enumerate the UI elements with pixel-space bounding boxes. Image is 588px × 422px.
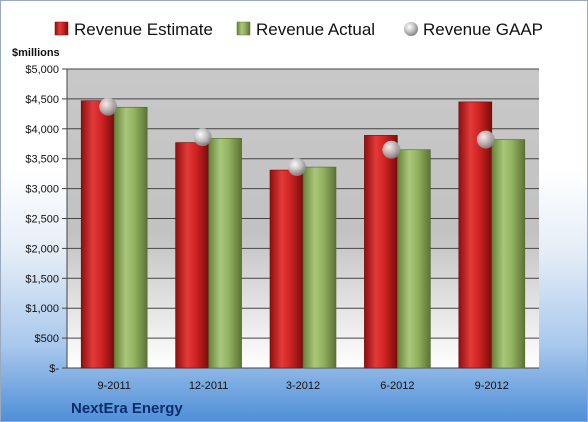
bar-revenue-estimate bbox=[269, 169, 304, 369]
legend: Revenue Estimate Revenue Actual Revenue … bbox=[54, 20, 543, 39]
y-tick-label: $2,500 bbox=[25, 214, 59, 226]
legend-swatch-gaap bbox=[404, 22, 418, 36]
gaap-marker bbox=[382, 140, 401, 159]
gaap-marker bbox=[476, 130, 495, 149]
bar-revenue-estimate bbox=[80, 100, 115, 369]
y-tick-label: $500 bbox=[35, 333, 59, 345]
x-tick-label: 9-2012 bbox=[475, 380, 509, 392]
y-axis-ticks: $- $500 $1,000 $1,500 $2,000 $2,500 $3,000 $3,5… bbox=[25, 64, 67, 375]
company-name: NextEra Energy bbox=[71, 400, 183, 417]
bar-revenue-actual bbox=[302, 166, 337, 369]
bar-revenue-estimate bbox=[175, 142, 209, 369]
gaap-marker bbox=[288, 158, 306, 177]
legend-label-actual: Revenue Actual bbox=[256, 20, 375, 39]
gaap-marker bbox=[99, 97, 118, 116]
y-tick-label: $3,500 bbox=[25, 154, 59, 166]
legend-label-gaap: Revenue GAAP bbox=[423, 20, 543, 39]
bar-revenue-actual bbox=[491, 139, 526, 369]
legend-swatch-actual bbox=[236, 21, 251, 36]
legend-item-gaap: Revenue GAAP bbox=[404, 20, 543, 39]
y-tick-label: $2,000 bbox=[25, 243, 59, 255]
legend-item-actual: Revenue Actual bbox=[236, 20, 375, 39]
y-tick-label: $1,500 bbox=[25, 273, 59, 285]
x-tick-label: 3-2012 bbox=[286, 380, 320, 392]
unit-label: $millions bbox=[12, 47, 60, 59]
bar-revenue-actual bbox=[397, 149, 431, 369]
y-tick-label: $5,000 bbox=[25, 64, 59, 76]
y-tick-label: $4,500 bbox=[25, 94, 59, 106]
bar-revenue-estimate bbox=[364, 135, 398, 369]
bar-revenue-actual bbox=[208, 138, 242, 369]
gaap-marker bbox=[193, 128, 212, 147]
y-tick-label: $4,000 bbox=[25, 124, 59, 136]
legend-swatch-estimate bbox=[54, 21, 69, 36]
x-axis-ticks: 9-2011 12-2011 3-2012 6-2012 9-2012 bbox=[97, 380, 508, 392]
y-tick-label: $3,000 bbox=[25, 184, 59, 196]
gaap-markers bbox=[99, 97, 495, 177]
x-tick-label: 12-2011 bbox=[189, 380, 229, 392]
legend-label-estimate: Revenue Estimate bbox=[74, 20, 213, 39]
x-tick-label: 6-2012 bbox=[380, 380, 414, 392]
y-tick-label: $1,000 bbox=[25, 303, 59, 315]
legend-item-estimate: Revenue Estimate bbox=[54, 20, 213, 39]
bars bbox=[80, 100, 526, 369]
bar-revenue-actual bbox=[113, 106, 148, 369]
y-tick-label: $- bbox=[49, 363, 59, 375]
x-tick-label: 9-2011 bbox=[97, 380, 130, 392]
